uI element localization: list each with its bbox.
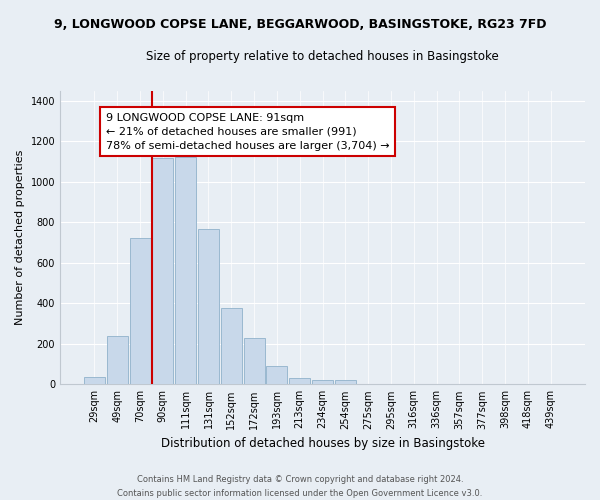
- Bar: [266, 366, 287, 384]
- Bar: [221, 308, 242, 384]
- Y-axis label: Number of detached properties: Number of detached properties: [15, 150, 25, 325]
- Bar: [130, 238, 151, 384]
- Text: Contains HM Land Registry data © Crown copyright and database right 2024.
Contai: Contains HM Land Registry data © Crown c…: [118, 476, 482, 498]
- Bar: [312, 380, 333, 384]
- Bar: [244, 338, 265, 384]
- Bar: [198, 230, 219, 384]
- Bar: [152, 158, 173, 384]
- Bar: [289, 378, 310, 384]
- Text: 9 LONGWOOD COPSE LANE: 91sqm
← 21% of detached houses are smaller (991)
78% of s: 9 LONGWOOD COPSE LANE: 91sqm ← 21% of de…: [106, 113, 389, 151]
- X-axis label: Distribution of detached houses by size in Basingstoke: Distribution of detached houses by size …: [161, 437, 485, 450]
- Bar: [84, 377, 105, 384]
- Title: Size of property relative to detached houses in Basingstoke: Size of property relative to detached ho…: [146, 50, 499, 63]
- Bar: [175, 158, 196, 384]
- Bar: [107, 336, 128, 384]
- Text: 9, LONGWOOD COPSE LANE, BEGGARWOOD, BASINGSTOKE, RG23 7FD: 9, LONGWOOD COPSE LANE, BEGGARWOOD, BASI…: [54, 18, 546, 30]
- Bar: [335, 380, 356, 384]
